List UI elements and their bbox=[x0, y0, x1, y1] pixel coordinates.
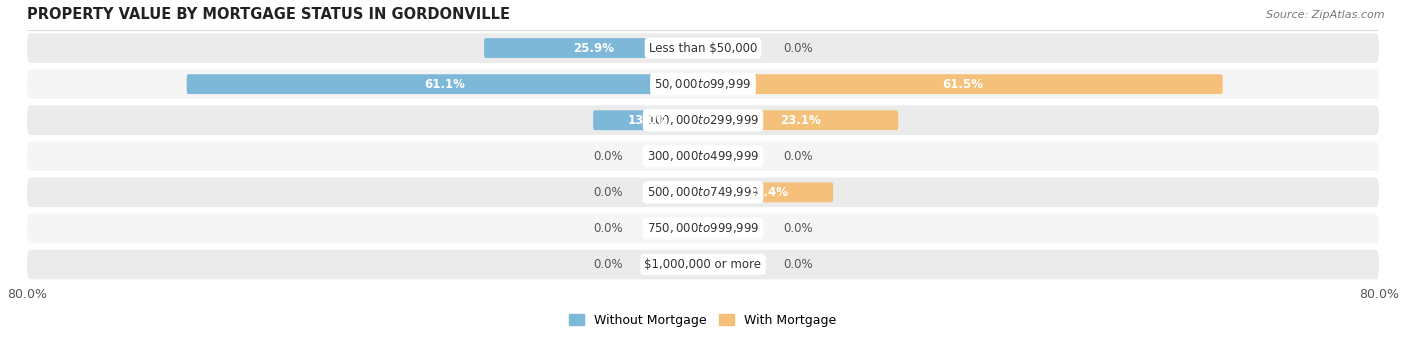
FancyBboxPatch shape bbox=[187, 74, 703, 94]
Text: 0.0%: 0.0% bbox=[783, 258, 813, 271]
FancyBboxPatch shape bbox=[27, 178, 1379, 207]
FancyBboxPatch shape bbox=[27, 250, 1379, 279]
Text: $500,000 to $749,999: $500,000 to $749,999 bbox=[647, 186, 759, 199]
FancyBboxPatch shape bbox=[484, 38, 703, 58]
Text: PROPERTY VALUE BY MORTGAGE STATUS IN GORDONVILLE: PROPERTY VALUE BY MORTGAGE STATUS IN GOR… bbox=[27, 7, 510, 22]
FancyBboxPatch shape bbox=[27, 105, 1379, 135]
Text: $750,000 to $999,999: $750,000 to $999,999 bbox=[647, 221, 759, 235]
Text: 0.0%: 0.0% bbox=[783, 42, 813, 55]
FancyBboxPatch shape bbox=[703, 74, 1223, 94]
Text: 15.4%: 15.4% bbox=[748, 186, 789, 199]
Text: Source: ZipAtlas.com: Source: ZipAtlas.com bbox=[1267, 10, 1385, 20]
FancyBboxPatch shape bbox=[703, 182, 834, 202]
FancyBboxPatch shape bbox=[27, 214, 1379, 243]
Text: 0.0%: 0.0% bbox=[593, 186, 623, 199]
FancyBboxPatch shape bbox=[27, 142, 1379, 171]
Text: 61.5%: 61.5% bbox=[942, 78, 983, 91]
Text: Less than $50,000: Less than $50,000 bbox=[648, 42, 758, 55]
Text: $1,000,000 or more: $1,000,000 or more bbox=[644, 258, 762, 271]
Text: $100,000 to $299,999: $100,000 to $299,999 bbox=[647, 113, 759, 127]
Text: 13.0%: 13.0% bbox=[627, 114, 668, 127]
Text: 23.1%: 23.1% bbox=[780, 114, 821, 127]
Text: 0.0%: 0.0% bbox=[593, 150, 623, 163]
Text: 0.0%: 0.0% bbox=[783, 222, 813, 235]
Text: 0.0%: 0.0% bbox=[593, 222, 623, 235]
Text: $300,000 to $499,999: $300,000 to $499,999 bbox=[647, 149, 759, 163]
Legend: Without Mortgage, With Mortgage: Without Mortgage, With Mortgage bbox=[564, 309, 842, 332]
Text: 0.0%: 0.0% bbox=[593, 258, 623, 271]
FancyBboxPatch shape bbox=[27, 69, 1379, 99]
FancyBboxPatch shape bbox=[703, 110, 898, 130]
FancyBboxPatch shape bbox=[593, 110, 703, 130]
Text: 0.0%: 0.0% bbox=[783, 150, 813, 163]
FancyBboxPatch shape bbox=[27, 33, 1379, 63]
Text: $50,000 to $99,999: $50,000 to $99,999 bbox=[654, 77, 752, 91]
Text: 61.1%: 61.1% bbox=[425, 78, 465, 91]
Text: 25.9%: 25.9% bbox=[574, 42, 614, 55]
